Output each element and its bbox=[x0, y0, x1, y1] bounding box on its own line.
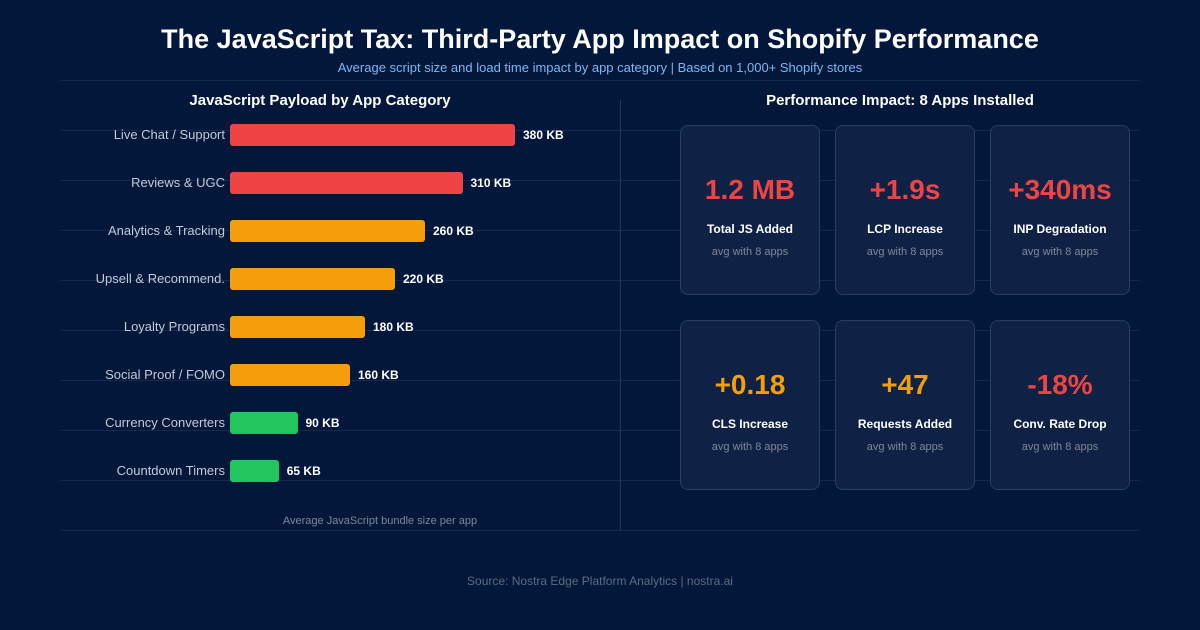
impact-card: +47 Requests Added avg with 8 apps bbox=[835, 320, 975, 490]
impact-label: Total JS Added bbox=[706, 222, 793, 236]
bar-label: Social Proof / FOMO bbox=[105, 367, 225, 382]
gridline bbox=[60, 280, 1140, 281]
bar-value-label: 220 KB bbox=[403, 272, 444, 286]
impact-subtext: avg with 8 apps bbox=[1021, 441, 1099, 453]
impact-label: CLS Increase bbox=[711, 417, 789, 431]
bar-label: Currency Converters bbox=[105, 415, 225, 430]
impact-label: LCP Increase bbox=[867, 222, 943, 236]
impact-label: INP Degradation bbox=[1013, 222, 1107, 236]
bar-value-label: 380 KB bbox=[523, 128, 564, 142]
impact-label: Conv. Rate Drop bbox=[1013, 417, 1107, 431]
page-subtitle: Average script size and load time impact… bbox=[337, 60, 863, 75]
impact-value: +340ms bbox=[1008, 174, 1112, 205]
bar bbox=[230, 172, 463, 194]
gridline bbox=[60, 230, 1140, 231]
bar bbox=[230, 460, 279, 482]
page-title: The JavaScript Tax: Third-Party App Impa… bbox=[161, 24, 1039, 54]
impact-label: Requests Added bbox=[857, 417, 953, 431]
bar bbox=[230, 268, 395, 290]
bar-label: Upsell & Recommend. bbox=[95, 271, 225, 286]
impact-title: Performance Impact: 8 Apps Installed bbox=[766, 92, 1034, 109]
impact-subtext: avg with 8 apps bbox=[866, 441, 944, 453]
impact-card: -18% Conv. Rate Drop avg with 8 apps bbox=[990, 320, 1130, 490]
bar-label: Live Chat / Support bbox=[113, 127, 225, 142]
impact-value: +47 bbox=[881, 369, 929, 400]
bar-label: Loyalty Programs bbox=[123, 319, 225, 334]
bar-label: Countdown Timers bbox=[116, 463, 225, 478]
impact-subtext: avg with 8 apps bbox=[711, 441, 789, 453]
gridline bbox=[60, 380, 1140, 381]
impact-value: +1.9s bbox=[869, 174, 941, 205]
gridline bbox=[60, 130, 1140, 131]
impact-card: 1.2 MB Total JS Added avg with 8 apps bbox=[680, 125, 820, 295]
bar-label: Analytics & Tracking bbox=[107, 223, 225, 238]
impact-card: +1.9s LCP Increase avg with 8 apps bbox=[835, 125, 975, 295]
impact-subtext: avg with 8 apps bbox=[1021, 246, 1099, 258]
bar bbox=[230, 220, 425, 242]
impact-subtext: avg with 8 apps bbox=[711, 246, 789, 258]
bar-chart-title: JavaScript Payload by App Category bbox=[189, 92, 451, 109]
gridline bbox=[60, 80, 1140, 81]
bar-label: Reviews & UGC bbox=[131, 175, 225, 190]
impact-value: +0.18 bbox=[714, 369, 786, 400]
impact-value: -18% bbox=[1027, 369, 1093, 400]
gridline bbox=[60, 330, 1140, 331]
impact-card: +0.18 CLS Increase avg with 8 apps bbox=[680, 320, 820, 490]
gridline bbox=[60, 480, 1140, 481]
bar-value-label: 180 KB bbox=[373, 320, 414, 334]
impact-value: 1.2 MB bbox=[704, 174, 796, 205]
bar-value-label: 260 KB bbox=[433, 224, 474, 238]
panel-divider bbox=[620, 100, 621, 530]
bar bbox=[230, 316, 365, 338]
bar-value-label: 310 KB bbox=[470, 176, 512, 190]
bar-value-label: 90 KB bbox=[305, 416, 340, 430]
gridline bbox=[60, 430, 1140, 431]
bar-chart-note: Average JavaScript bundle size per app bbox=[282, 515, 478, 527]
impact-subtext: avg with 8 apps bbox=[866, 246, 944, 258]
bar-value-label: 160 KB bbox=[358, 368, 399, 382]
bar bbox=[230, 364, 350, 386]
bar-value-label: 65 KB bbox=[286, 464, 321, 478]
source-footer: Source: Nostra Edge Platform Analytics |… bbox=[467, 574, 733, 588]
impact-card: +340ms INP Degradation avg with 8 apps bbox=[990, 125, 1130, 295]
bar bbox=[230, 124, 515, 146]
gridline bbox=[60, 530, 1140, 531]
bar bbox=[230, 412, 298, 434]
gridline bbox=[60, 180, 1140, 181]
